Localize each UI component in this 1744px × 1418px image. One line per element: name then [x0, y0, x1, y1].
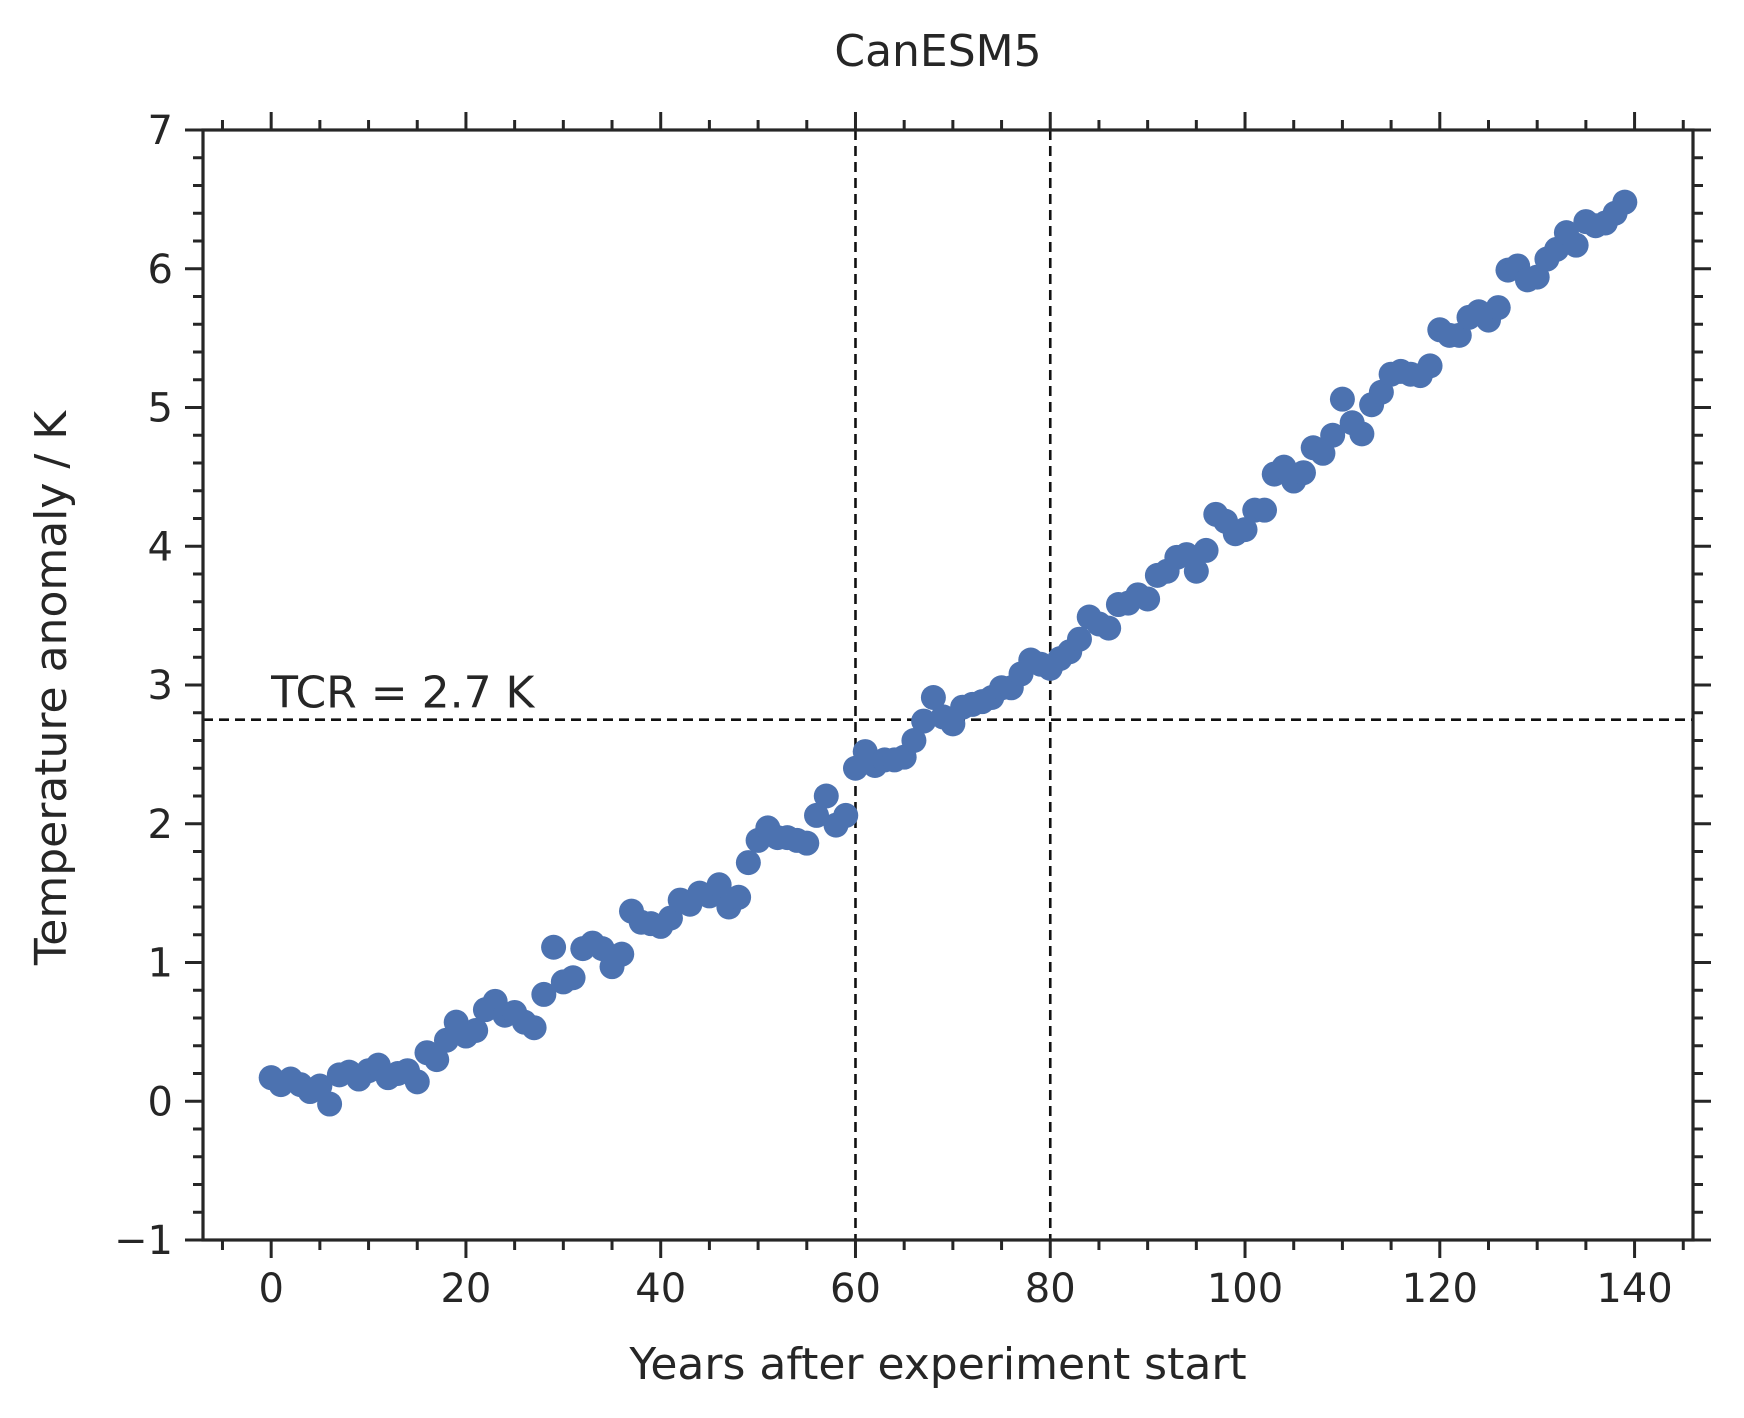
- data-point: [911, 708, 937, 734]
- plot-frame: [201, 128, 1695, 1242]
- data-point: [813, 783, 839, 809]
- data-point: [317, 1091, 343, 1117]
- data-point: [1329, 386, 1355, 412]
- data-point: [1066, 626, 1092, 652]
- x-tick-label: 60: [830, 1266, 881, 1312]
- x-axis-label: Years after experiment start: [628, 1339, 1246, 1390]
- chart-title: CanESM5: [834, 26, 1041, 77]
- y-tick-label: 5: [148, 386, 173, 432]
- data-point: [1193, 537, 1219, 563]
- y-tick-label: 0: [148, 1079, 173, 1125]
- data-point: [920, 684, 946, 710]
- data-point: [1135, 586, 1161, 612]
- data-point: [706, 872, 732, 898]
- data-point: [1232, 517, 1258, 543]
- data-point: [609, 941, 635, 967]
- data-point: [1320, 422, 1346, 448]
- data-point: [1563, 232, 1589, 258]
- data-point: [804, 802, 830, 828]
- data-point: [424, 1047, 450, 1073]
- data-points: [258, 189, 1638, 1117]
- data-point: [1183, 558, 1209, 584]
- x-tick-label: 120: [1402, 1266, 1478, 1312]
- tick-labels: 0 20 40 60 80 100 120 140 −1 0 1 2 3 4 5 6 7: [114, 108, 1673, 1312]
- y-tick-label: −1: [114, 1218, 173, 1264]
- y-tick-label: 4: [148, 524, 173, 570]
- data-point: [794, 830, 820, 856]
- y-tick-label: 2: [148, 802, 173, 848]
- data-point: [735, 850, 761, 876]
- y-tick-label: 7: [148, 108, 173, 154]
- data-point: [531, 981, 557, 1007]
- y-tick-label: 1: [148, 941, 173, 987]
- data-point: [521, 1015, 547, 1041]
- y-tick-label: 6: [148, 247, 173, 293]
- y-tick-label: 3: [148, 663, 173, 709]
- y-axis-label: Temperature anomaly / K: [26, 410, 77, 966]
- data-point: [1485, 295, 1511, 321]
- x-tick-label: 80: [1025, 1266, 1076, 1312]
- data-point: [901, 728, 927, 753]
- data-point: [1096, 615, 1122, 641]
- x-tick-label: 100: [1207, 1266, 1283, 1312]
- data-point: [726, 884, 752, 910]
- data-point: [1417, 353, 1443, 379]
- data-point: [1252, 497, 1278, 523]
- data-point: [1612, 189, 1638, 215]
- x-tick-label: 0: [258, 1266, 283, 1312]
- data-point: [833, 802, 859, 828]
- x-tick-label: 20: [440, 1266, 491, 1312]
- x-tick-label: 40: [635, 1266, 686, 1312]
- tcr-annotation: TCR = 2.7 K: [270, 668, 535, 719]
- data-point: [560, 965, 586, 991]
- data-point: [1290, 460, 1316, 486]
- data-point: [1349, 421, 1375, 447]
- data-point: [541, 934, 567, 960]
- x-tick-label: 140: [1596, 1266, 1672, 1312]
- data-point: [404, 1069, 430, 1095]
- data-point: [463, 1017, 489, 1043]
- axis-ticks: [185, 112, 1711, 1258]
